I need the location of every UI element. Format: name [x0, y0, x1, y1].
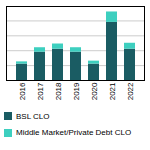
svg-text:2018: 2018: [54, 82, 63, 100]
svg-text:2016: 2016: [18, 82, 27, 100]
html-text:Middle Market/Private Debt CLO: Middle Market/Private Debt CLO: [16, 128, 132, 138]
svg-text:2019: 2019: [72, 82, 81, 100]
svg-text:2020: 2020: [90, 82, 99, 100]
svg-text:2017: 2017: [36, 82, 45, 100]
svg-text:2022: 2022: [126, 82, 135, 100]
svg-text:2021: 2021: [108, 82, 117, 100]
html-text:BSL CLO: BSL CLO: [16, 111, 50, 121]
